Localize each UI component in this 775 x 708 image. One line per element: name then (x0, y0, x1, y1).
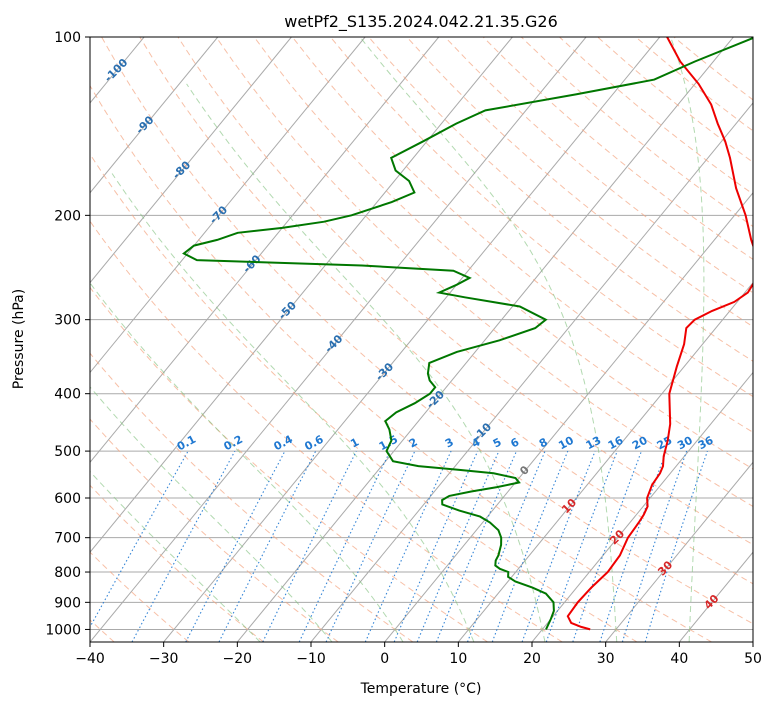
moist-adiabat (90, 386, 333, 642)
x-axis: −40 −30 −20 −10 0 10 20 30 40 50 (75, 642, 762, 667)
dewpoint-profile-line (182, 37, 753, 630)
mixing-ratio-line (416, 450, 500, 642)
mixing-ratio-label: 10 (556, 434, 576, 453)
background-lines (90, 37, 753, 642)
mixing-ratio-label: 16 (606, 433, 626, 452)
mixing-ratio-line (491, 450, 569, 642)
mixing-ratio-label: 36 (696, 433, 716, 452)
x-tick-label: 20 (523, 651, 541, 667)
y-tick-label: 200 (54, 208, 81, 224)
x-axis-label: Temperature (°C) (360, 681, 482, 697)
mixing-ratio-line (521, 450, 596, 642)
isotherm-line (163, 37, 661, 642)
isotherm-line (90, 37, 440, 464)
mixing-ratio-line (644, 450, 708, 642)
isotherm-line (531, 371, 753, 642)
x-tick-label: −30 (149, 651, 179, 667)
moist-adiabat (670, 37, 705, 642)
dry-adiabat (215, 37, 753, 507)
chart-title: wetPf2_S135.2024.042.21.35.G26 (284, 12, 558, 32)
moist-adiabat (111, 173, 475, 642)
mixing-ratio-label: 13 (584, 434, 604, 453)
mixing-ratio-line (364, 450, 452, 642)
isotherm-line (236, 37, 734, 642)
mixing-ratio-label: 20 (630, 434, 650, 453)
isotherm-line (90, 37, 219, 194)
isotherm-line (384, 192, 753, 642)
mixing-ratio-line (90, 450, 189, 629)
y-axis-label: Pressure (hPa) (11, 289, 27, 389)
x-tick-label: 40 (670, 651, 688, 667)
x-tick-label: −40 (75, 651, 105, 667)
temperature-profile-line (566, 37, 753, 631)
mixing-ratio-line (572, 450, 643, 642)
isotherm-line (457, 281, 753, 642)
x-tick-label: 0 (380, 651, 389, 667)
y-tick-label: 600 (54, 491, 81, 507)
dry-adiabat (330, 37, 753, 398)
x-tick-label: −10 (296, 651, 326, 667)
x-tick-label: 50 (744, 651, 762, 667)
y-tick-label: 900 (54, 595, 81, 611)
dry-adiabat (90, 551, 190, 642)
mixing-ratio-line (545, 450, 618, 642)
dry-adiabat (90, 84, 712, 642)
mixing-ratio-label: 25 (655, 434, 675, 453)
y-tick-label: 800 (54, 565, 81, 581)
plot-frame (89, 36, 754, 643)
dry-adiabat (90, 286, 488, 642)
mixing-ratio-line (262, 450, 357, 642)
y-tick-label: 1000 (45, 622, 81, 638)
y-tick-label: 700 (54, 531, 81, 547)
mixing-ratio-line (621, 450, 688, 642)
moist-adiabat (90, 470, 261, 642)
y-axis: 1000 900 800 700 600 500 400 300 200 100 (45, 30, 90, 638)
x-tick-label: 30 (597, 651, 615, 667)
mixing-ratio-line (131, 450, 236, 642)
isotherm-line (90, 37, 292, 284)
dry-adiabat (90, 418, 339, 642)
y-tick-label: 500 (54, 444, 81, 460)
dry-adiabat (292, 37, 753, 433)
moist-adiabat (186, 83, 546, 642)
y-tick-label: 100 (54, 30, 81, 46)
moist-adiabat (90, 282, 404, 642)
x-tick-label: −20 (223, 651, 253, 667)
dry-adiabat (90, 153, 638, 642)
x-tick-label: 10 (449, 651, 467, 667)
mixing-ratio-line (599, 450, 667, 642)
y-tick-label: 400 (54, 387, 81, 403)
dry-adiabat (90, 220, 563, 642)
mixing-ratio-label: 30 (675, 434, 695, 453)
mixing-ratio-line (218, 450, 317, 642)
isotherm-line (90, 37, 587, 642)
dry-adiabat (90, 352, 414, 642)
dry-adiabat (90, 484, 264, 642)
dry-adiabat (177, 37, 753, 546)
dry-adiabat (253, 37, 753, 470)
mixing-ratio-line (435, 450, 518, 642)
isotherm-line (90, 37, 366, 374)
y-tick-label: 300 (54, 313, 81, 329)
mixing-ratio-line (466, 450, 546, 642)
profile-series (182, 37, 753, 631)
isotherm-line (605, 461, 753, 642)
